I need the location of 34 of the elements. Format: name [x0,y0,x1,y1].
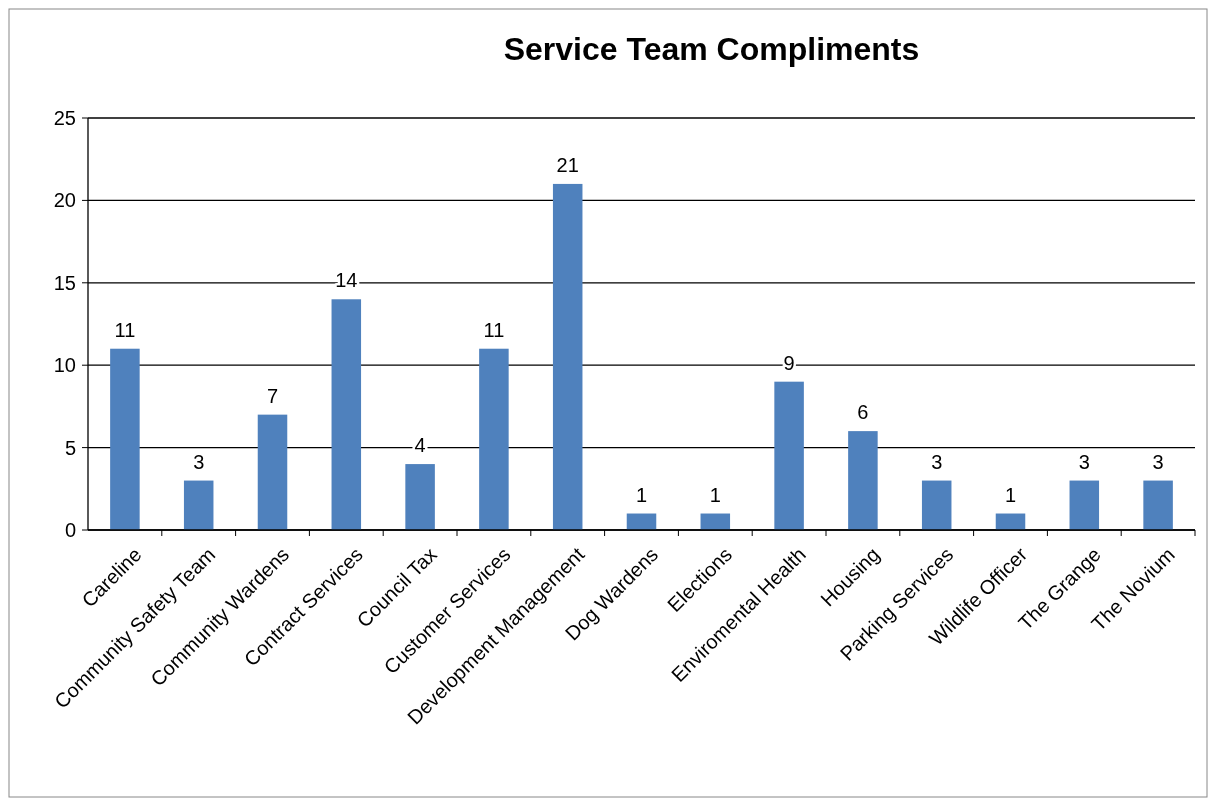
data-label: 21 [556,153,579,176]
data-label: 11 [483,318,505,341]
bar [479,348,509,530]
bar [700,513,731,530]
y-tick-label: 25 [53,107,76,129]
data-label: 11 [114,318,136,341]
data-label: 7 [266,384,279,407]
bar [110,348,140,530]
y-tick-label: 5 [64,436,76,459]
bar [257,414,288,530]
bar [405,464,435,530]
y-tick-label: 15 [53,271,76,294]
bar [552,183,583,530]
bar [183,480,214,530]
data-label: 1 [1004,483,1017,506]
data-label: 3 [193,450,205,473]
data-label: 3 [931,450,943,473]
data-label: 1 [635,483,648,506]
bar [331,299,362,530]
bar [1143,480,1173,530]
data-label: 6 [857,401,869,424]
bar [1069,480,1100,530]
bar [848,431,878,530]
y-tick-label: 0 [64,519,76,541]
bar [995,513,1026,530]
bar [774,381,804,530]
bar [626,513,657,530]
data-label: 1 [709,483,721,506]
y-tick-label: 10 [53,354,76,377]
chart-title: Service Team Compliments [503,31,920,67]
y-tick-label: 20 [53,189,76,212]
data-label: 3 [1152,450,1164,473]
bar [921,480,952,530]
data-label: 3 [1078,450,1090,473]
